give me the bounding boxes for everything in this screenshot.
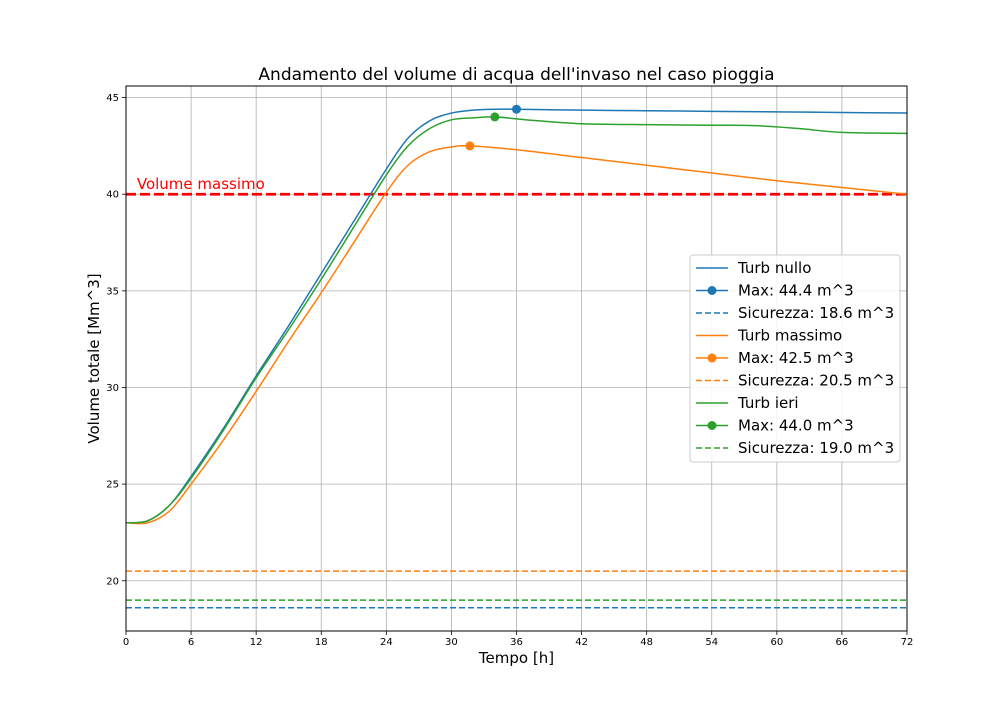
y-axis-label: Volume totale [Mm^3] xyxy=(85,273,103,443)
x-tick-label: 54 xyxy=(705,637,718,648)
legend-label: Max: 44.0 m^3 xyxy=(738,417,854,435)
x-tick-label: 0 xyxy=(123,637,129,648)
max-point xyxy=(465,141,475,151)
x-tick-label: 48 xyxy=(640,637,653,648)
legend-label: Turb massimo xyxy=(737,327,842,345)
chart-title: Andamento del volume di acqua dell'invas… xyxy=(258,65,774,85)
legend-label: Max: 42.5 m^3 xyxy=(738,349,854,367)
y-tick-label: 40 xyxy=(106,190,119,201)
x-tick-label: 6 xyxy=(188,637,194,648)
x-tick-label: 30 xyxy=(445,637,458,648)
legend: Turb nullo Max: 44.4 m^3 Sicurezza: 18.6 m… xyxy=(689,254,901,463)
x-tick-label: 72 xyxy=(901,637,914,648)
x-axis-label: Tempo [h] xyxy=(478,649,554,667)
y-tick-label: 20 xyxy=(106,576,119,587)
x-tick-label: 60 xyxy=(770,637,783,648)
max-point xyxy=(490,112,500,122)
x-tick-label: 66 xyxy=(836,637,849,648)
legend-label: Sicurezza: 19.0 m^3 xyxy=(738,439,894,457)
y-tick-label: 25 xyxy=(106,480,119,491)
legend-marker xyxy=(707,353,717,363)
series-group xyxy=(125,104,908,525)
legend-label: Sicurezza: 20.5 m^3 xyxy=(738,372,894,390)
legend-marker xyxy=(707,286,717,295)
legend-box xyxy=(689,254,901,463)
max-volume-label: Volume massimo xyxy=(137,175,265,193)
series-line xyxy=(125,116,908,524)
legend-label: Turb ieri xyxy=(737,394,799,412)
x-tick-label: 24 xyxy=(380,637,393,648)
legend-label: Sicurezza: 18.6 m^3 xyxy=(738,304,894,322)
max-point xyxy=(512,104,521,114)
legend-label: Turb nullo xyxy=(737,259,811,277)
series-line xyxy=(125,144,908,525)
x-tick-label: 42 xyxy=(575,637,588,648)
reference-line-group: Volume massimo xyxy=(126,175,907,609)
x-tick-label: 36 xyxy=(510,637,523,648)
y-tick-label: 35 xyxy=(106,286,119,297)
legend-marker xyxy=(707,421,717,430)
ticks-group: 0 6 12 18 24 30 36 42 48 54 60 66 72 20 25 30 35 40 45 xyxy=(106,93,913,648)
series-line xyxy=(125,108,908,524)
x-tick-label: 12 xyxy=(250,637,263,648)
y-tick-label: 45 xyxy=(106,93,119,104)
legend-label: Max: 44.4 m^3 xyxy=(738,282,854,300)
x-tick-label: 18 xyxy=(315,637,328,648)
y-tick-label: 30 xyxy=(106,383,119,394)
